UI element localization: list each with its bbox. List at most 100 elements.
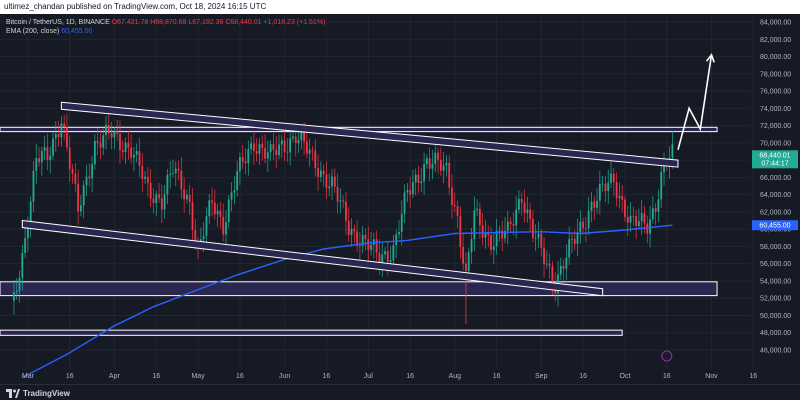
candle-body: [543, 247, 545, 265]
price-tick-label: 72,000.00: [760, 123, 791, 130]
candle-body: [523, 202, 526, 214]
candle-body: [255, 151, 258, 154]
candle-body: [448, 162, 451, 188]
candle-body: [593, 201, 596, 208]
candle-body: [395, 234, 398, 246]
legend-ema-value: 60,455.00: [61, 28, 93, 35]
time-tick-label: 16: [236, 373, 244, 380]
price-tick-label: 74,000.00: [760, 106, 791, 113]
candle-body: [227, 199, 230, 223]
candle-body: [280, 140, 283, 145]
candle-body: [35, 157, 38, 171]
candle-body: [294, 136, 297, 144]
candle-body: [144, 176, 146, 180]
candle-body: [57, 133, 60, 138]
candle-body: [239, 156, 241, 172]
candle-body: [110, 133, 113, 138]
candle-body: [518, 198, 520, 210]
candle-body: [537, 233, 540, 238]
candle-body: [615, 182, 618, 199]
candle-body: [160, 198, 163, 210]
candle-body: [306, 141, 308, 154]
candle-body: [322, 170, 325, 175]
legend-ema: EMA (200, close): [6, 28, 60, 35]
chart-area[interactable]: 84,000.00 82,000.00 80,000.00 78,000.00 76,0…: [0, 14, 800, 384]
candle-body: [451, 187, 453, 206]
candle-body: [651, 208, 654, 220]
publisher-bar: ultimez_chandan published on TradingView…: [0, 0, 800, 14]
candle-body: [264, 147, 266, 159]
candle-body: [241, 156, 244, 162]
candle-body: [183, 189, 186, 200]
candle-body: [311, 149, 314, 151]
candle-body: [381, 254, 384, 265]
candle-body: [66, 127, 68, 148]
candle-body: [492, 246, 495, 250]
candle-body: [188, 194, 191, 203]
time-tick-label: Aug: [449, 373, 462, 380]
candle-body: [283, 140, 286, 152]
candle-body: [437, 152, 439, 160]
candle-body: [96, 141, 99, 143]
candle-body: [582, 221, 585, 228]
candle-body: [233, 190, 236, 193]
channel-upper-band: [60, 101, 679, 168]
price-chart[interactable]: 84,000.00 82,000.00 80,000.00 78,000.00 76,0…: [0, 14, 800, 384]
price-tick-label: 84,000.00: [760, 20, 791, 27]
candle-body: [219, 210, 222, 217]
candle-body: [124, 142, 127, 152]
price-tick-label: 56,000.00: [760, 261, 791, 268]
candle-body: [211, 200, 213, 203]
candle-body: [68, 147, 71, 169]
candle-body: [105, 125, 107, 136]
candle-body: [169, 173, 172, 176]
candle-body: [85, 176, 88, 186]
projection-arrow-path: [677, 54, 713, 150]
candle-body: [470, 239, 473, 253]
candle-body: [409, 189, 412, 195]
candle-body: [392, 245, 395, 261]
candle-body: [445, 162, 448, 166]
candle-body: [74, 173, 77, 184]
candle-body: [403, 192, 406, 214]
candle-body: [512, 223, 515, 226]
candle-body: [308, 149, 311, 154]
candle-body: [509, 221, 512, 224]
candle-body: [278, 144, 280, 156]
candle-body: [60, 123, 63, 138]
candle-body: [317, 168, 319, 178]
channel-lower-band: [21, 219, 604, 297]
chart-legend: Bitcoin / TetherUS, 1D, BINANCE O67,421.…: [6, 18, 325, 36]
candle-body: [657, 199, 660, 212]
time-tick-label: 16: [663, 373, 671, 380]
candle-body: [244, 161, 247, 164]
ema-200-line: [21, 224, 673, 379]
candle-body: [174, 168, 177, 173]
candle-body: [331, 176, 333, 187]
tradingview-logo-icon: [6, 388, 20, 398]
candle-body: [548, 263, 551, 267]
time-tick-label: 16: [152, 373, 160, 380]
price-tick-label: 82,000.00: [760, 37, 791, 44]
ema-price-label: 60,455.00: [759, 223, 790, 230]
candle-body: [82, 185, 85, 206]
candle-body: [604, 183, 607, 192]
candle-body: [314, 150, 317, 169]
candle-body: [205, 216, 208, 236]
candle-body: [559, 265, 562, 275]
time-tick-label: May: [191, 373, 205, 380]
candle-body: [13, 292, 15, 301]
candle-body: [412, 182, 414, 195]
candle-body: [91, 164, 93, 179]
candle-body: [473, 210, 476, 240]
candle-body: [384, 251, 386, 255]
candle-body: [93, 141, 96, 165]
tradingview-brand[interactable]: TradingView: [6, 387, 70, 399]
current-price-badge: [752, 150, 798, 169]
candle-body: [579, 221, 582, 233]
candle-body: [166, 175, 169, 195]
candle-body: [640, 213, 643, 222]
candle-body: [38, 157, 40, 163]
candle-body: [638, 221, 640, 227]
candle-body: [113, 130, 116, 138]
